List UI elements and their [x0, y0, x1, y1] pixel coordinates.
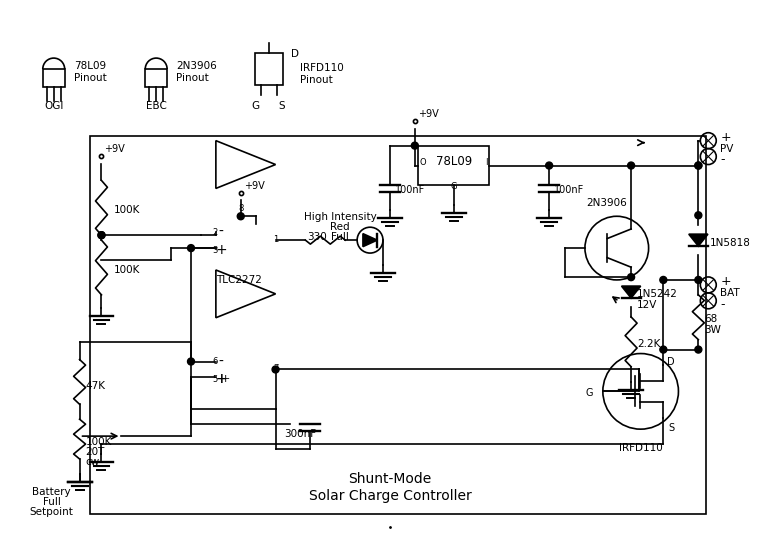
Text: 68: 68 [705, 314, 718, 324]
Text: O: O [420, 158, 426, 167]
Text: 100K: 100K [86, 437, 112, 447]
Text: -: - [720, 153, 724, 166]
Text: +: + [215, 243, 226, 257]
Text: 3: 3 [213, 246, 218, 255]
Circle shape [627, 162, 635, 169]
Text: 100nF: 100nF [395, 185, 425, 195]
Circle shape [695, 212, 702, 219]
Circle shape [660, 346, 667, 353]
Text: S: S [278, 101, 285, 111]
Circle shape [627, 273, 635, 281]
Text: EBC: EBC [146, 101, 167, 111]
Text: TLC2272: TLC2272 [216, 275, 262, 285]
Text: +9V: +9V [244, 182, 265, 191]
Text: Full: Full [331, 232, 349, 242]
Text: -: - [219, 355, 223, 368]
Text: 3W: 3W [705, 325, 721, 335]
Circle shape [695, 162, 702, 169]
Text: +: + [215, 372, 226, 387]
Text: +9V: +9V [105, 144, 125, 154]
Text: 78L09: 78L09 [435, 155, 472, 168]
Polygon shape [363, 234, 377, 247]
Text: Pinout: Pinout [176, 73, 209, 83]
Circle shape [660, 277, 667, 284]
Text: 100nF: 100nF [554, 185, 584, 195]
Text: IRFD110: IRFD110 [301, 63, 344, 73]
Text: Setpoint: Setpoint [30, 507, 73, 517]
Text: D: D [291, 49, 299, 59]
Text: 2: 2 [213, 227, 218, 237]
Bar [255, 53, 282, 85]
Text: 5: 5 [213, 375, 218, 384]
Text: 2N3906: 2N3906 [587, 198, 627, 208]
Circle shape [187, 358, 194, 365]
Text: -: - [720, 299, 724, 311]
Text: 7: 7 [274, 364, 279, 373]
Polygon shape [688, 234, 708, 246]
Text: Pinout: Pinout [73, 73, 106, 83]
Text: 6: 6 [213, 357, 218, 366]
Text: Battery: Battery [32, 487, 71, 497]
Text: G: G [585, 388, 593, 398]
Bar [145, 69, 167, 87]
Circle shape [695, 277, 702, 284]
Text: 12V: 12V [637, 300, 657, 310]
Text: 78L09: 78L09 [73, 61, 106, 71]
Text: Red: Red [330, 222, 350, 232]
Text: cw: cw [86, 457, 99, 467]
Text: -: - [219, 225, 223, 239]
Circle shape [695, 162, 702, 169]
Circle shape [545, 162, 552, 169]
Text: Pinout: Pinout [301, 75, 334, 85]
Text: 1N5242: 1N5242 [637, 289, 678, 299]
Circle shape [98, 232, 105, 239]
Text: 47K: 47K [86, 381, 106, 391]
Text: 8: 8 [238, 205, 243, 213]
Bar [90, 136, 706, 514]
Circle shape [272, 366, 279, 373]
Text: +: + [720, 131, 731, 144]
Bar [418, 146, 490, 185]
Bar [43, 69, 65, 87]
Text: +: + [215, 372, 226, 387]
Text: 1: 1 [274, 234, 278, 244]
Text: 2.2K: 2.2K [637, 339, 660, 349]
Text: D: D [668, 357, 675, 367]
Circle shape [237, 213, 244, 220]
Text: +9V: +9V [418, 109, 438, 119]
Text: 2N3906: 2N3906 [176, 61, 216, 71]
Text: +: + [720, 276, 731, 288]
Circle shape [695, 346, 702, 353]
Text: 20T: 20T [86, 447, 105, 457]
Text: High Intensity: High Intensity [304, 213, 376, 222]
Text: OGI: OGI [44, 101, 63, 111]
Circle shape [187, 245, 194, 252]
Text: 330: 330 [308, 232, 327, 242]
Text: +: + [221, 374, 230, 384]
Text: BAT: BAT [720, 288, 740, 298]
Text: I: I [485, 158, 487, 167]
Text: IRFD110: IRFD110 [619, 443, 662, 453]
Text: Full: Full [43, 497, 60, 507]
Circle shape [98, 232, 105, 239]
Text: 300nF: 300nF [285, 429, 317, 439]
Text: S: S [668, 423, 675, 433]
Text: G: G [252, 101, 260, 111]
Circle shape [412, 142, 418, 149]
Text: 100K: 100K [113, 265, 140, 275]
Text: PV: PV [720, 144, 734, 154]
Text: Shunt-Mode: Shunt-Mode [348, 472, 431, 486]
Text: Solar Charge Controller: Solar Charge Controller [308, 489, 471, 503]
Text: 1N5818: 1N5818 [710, 238, 751, 248]
Text: G: G [451, 183, 457, 192]
Text: 100K: 100K [113, 205, 140, 215]
Polygon shape [621, 286, 640, 298]
